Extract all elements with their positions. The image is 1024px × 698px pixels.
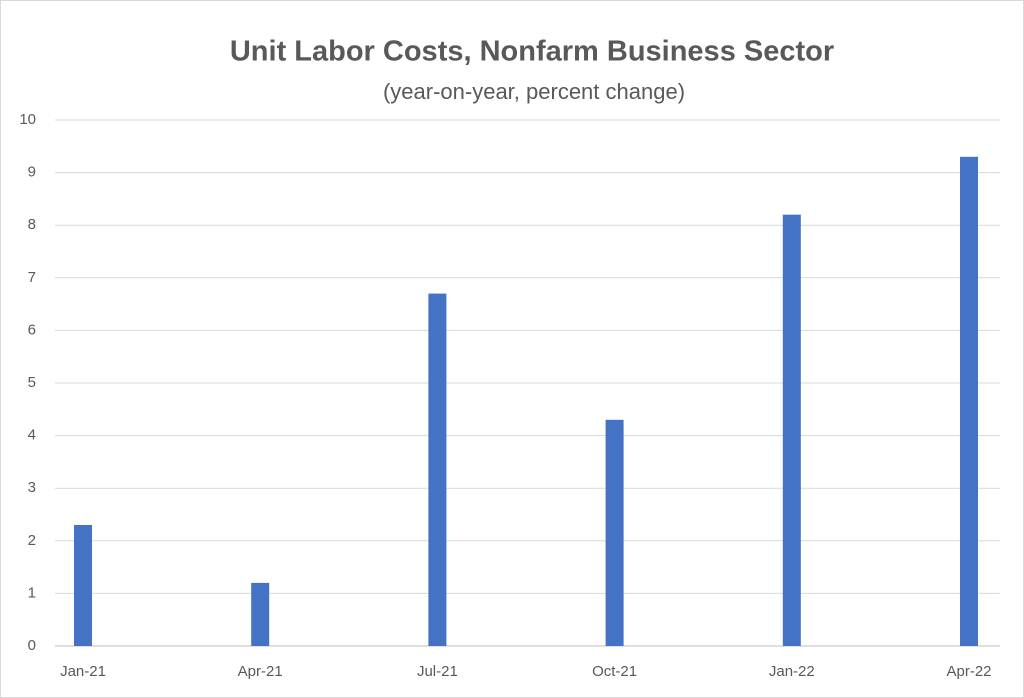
x-tick-label: Apr-21 [238,663,283,680]
bar [960,156,978,646]
x-tick-label: Apr-22 [946,663,991,680]
y-tick-label: 1 [28,584,36,601]
x-tick-label: Jan-22 [769,663,815,680]
y-tick-label: 3 [28,479,36,496]
y-tick-label: 9 [28,164,36,181]
x-tick-label: Oct-21 [592,663,637,680]
y-tick-label: 8 [28,216,36,233]
x-tick-label: Jul-21 [417,663,458,680]
y-tick-label: 4 [28,427,36,444]
y-tick-label: 6 [28,321,36,338]
y-tick-label: 10 [19,111,36,128]
bar [251,582,270,646]
y-tick-label: 5 [28,374,36,391]
y-tick-label: 0 [28,637,36,654]
chart-title: Unit Labor Costs, Nonfarm Business Secto… [230,36,834,68]
bar [605,419,624,646]
x-tick-label: Jan-21 [60,663,106,680]
y-tick-label: 2 [28,532,36,549]
bar [428,293,447,646]
chart-subtitle: (year-on-year, percent change) [383,79,685,104]
bar [74,525,92,646]
y-tick-label: 7 [28,269,36,286]
bar [782,214,801,646]
